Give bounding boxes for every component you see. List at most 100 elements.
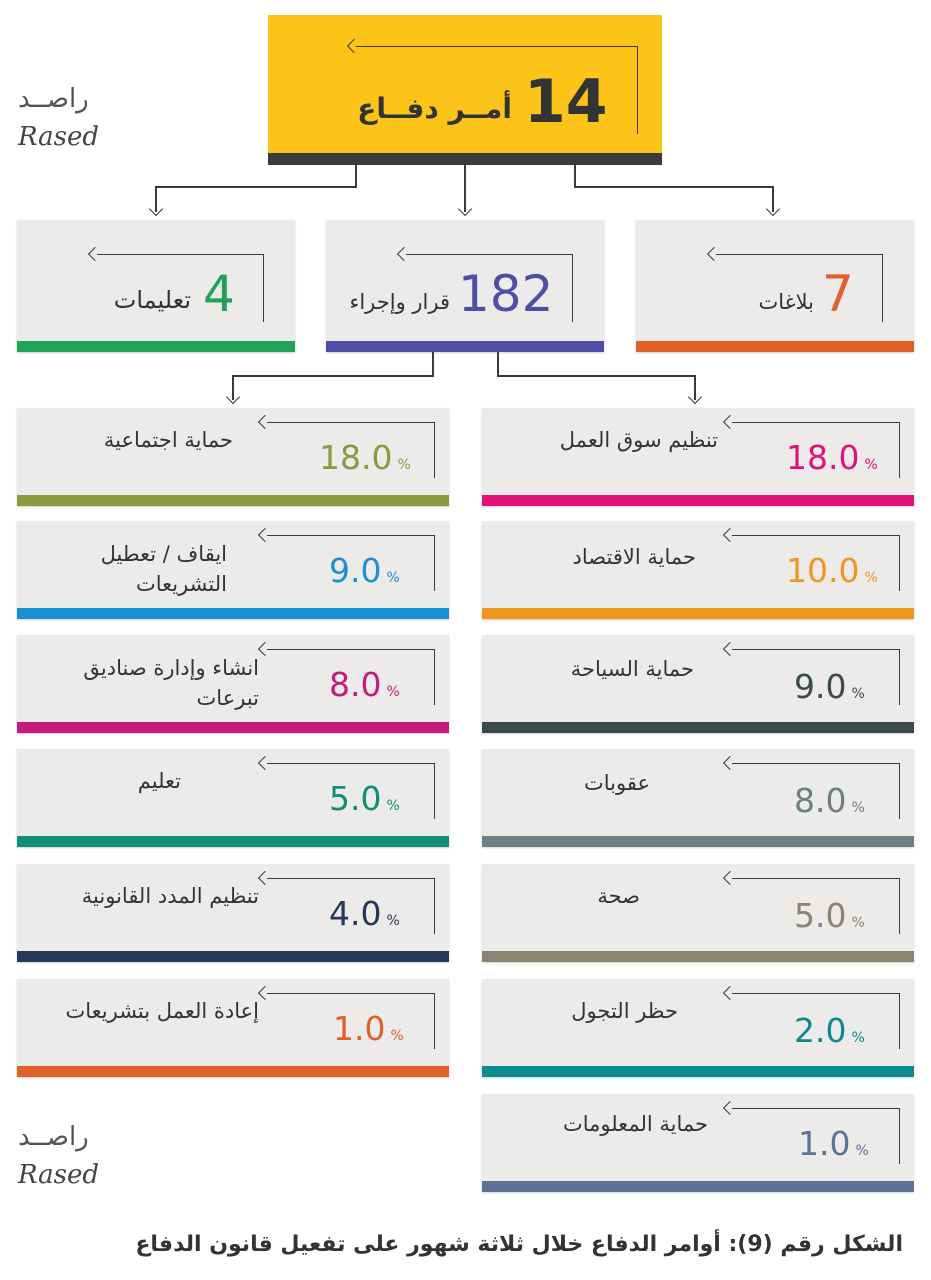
- category-card: انشاء وإدارة صناديق تبرعات 8.0%: [17, 635, 449, 733]
- connector-line: [574, 165, 576, 187]
- category-value: 8.0%: [329, 665, 400, 704]
- corner-arrow-icon: [257, 527, 435, 591]
- category-label: تنظيم المدد القانونية: [81, 884, 259, 908]
- corner-arrow-icon: [257, 641, 435, 705]
- category-value: 5.0%: [329, 779, 400, 818]
- category-bar: [482, 1181, 914, 1192]
- category-bar: [482, 608, 914, 619]
- category-label: صحة: [597, 884, 640, 908]
- category-value: 2.0%: [794, 1011, 865, 1050]
- category-label: تعليم: [137, 769, 181, 793]
- category-bar: [17, 951, 449, 962]
- category-label: حماية اجتماعية: [103, 428, 233, 452]
- connector-line: [432, 352, 434, 376]
- category-bar: [482, 1066, 914, 1077]
- category-card: تنظيم المدد القانونية 4.0%: [17, 864, 449, 962]
- decisions-box: 182 قرار وإجراء: [326, 220, 604, 352]
- category-label: حماية السياحة: [570, 657, 694, 681]
- corner-arrow-icon: [722, 870, 900, 934]
- decisions-count: 182: [458, 265, 554, 323]
- category-value: 10.0%: [786, 551, 878, 590]
- category-value: 5.0%: [794, 896, 865, 935]
- category-bar: [482, 951, 914, 962]
- category-value: 1.0%: [798, 1124, 869, 1163]
- category-label: ايقاف / تعطيل التشريعات: [100, 542, 227, 596]
- logo-english: Rased: [18, 122, 100, 152]
- notices-box: 7 بلاغات: [636, 220, 914, 352]
- category-value: 9.0%: [794, 667, 865, 706]
- category-value: 9.0%: [329, 551, 400, 590]
- category-label: حظر التجول: [571, 999, 678, 1023]
- category-value: 18.0%: [786, 438, 878, 477]
- corner-arrow-icon: [257, 870, 435, 934]
- category-card: حماية اجتماعية 18.0%: [17, 408, 449, 506]
- defense-orders-count: 14: [524, 67, 608, 137]
- corner-arrow-icon: [722, 527, 900, 591]
- arrow-down-icon: [148, 201, 164, 217]
- connector-line: [497, 375, 696, 377]
- category-card: حماية الاقتصاد 10.0%: [482, 521, 914, 619]
- category-card: ايقاف / تعطيل التشريعات 9.0%: [17, 521, 449, 619]
- corner-arrow-icon: [722, 641, 900, 705]
- corner-arrow-icon: [257, 755, 435, 819]
- category-label: حماية الاقتصاد: [572, 545, 696, 569]
- defense-orders-label: أمــر دفــاع: [357, 92, 512, 125]
- instructions-label: تعليمات: [113, 286, 191, 314]
- instructions-box: 4 تعليمات: [17, 220, 295, 352]
- category-bar: [17, 495, 449, 506]
- decisions-label: قرار وإجراء: [349, 290, 450, 314]
- category-label: عقوبات: [583, 771, 650, 795]
- corner-arrow-icon: [396, 246, 573, 322]
- corner-arrow-icon: [87, 246, 264, 322]
- connector-line: [574, 186, 774, 188]
- category-value: 4.0%: [329, 894, 400, 933]
- corner-arrow-icon: [706, 246, 883, 322]
- category-card: تعليم 5.0%: [17, 749, 449, 847]
- connector-line: [355, 165, 357, 187]
- notices-count: 7: [822, 265, 854, 323]
- logo-arabic: راصــد: [18, 84, 89, 114]
- connector-line: [497, 352, 499, 376]
- category-card: حظر التجول 2.0%: [482, 979, 914, 1077]
- notices-bar: [636, 341, 914, 352]
- category-value: 18.0%: [319, 438, 411, 477]
- category-card: عقوبات 8.0%: [482, 749, 914, 847]
- decisions-bar: [326, 341, 604, 352]
- figure-caption: الشكل رقم (9): أوامر الدفاع خلال ثلاثة ش…: [135, 1232, 903, 1257]
- corner-arrow-icon: [722, 985, 900, 1049]
- defense-orders-bar: [268, 153, 662, 165]
- logo-arabic-bottom: راصــد: [18, 1122, 89, 1152]
- category-value: 8.0%: [794, 781, 865, 820]
- corner-arrow-icon: [722, 414, 900, 478]
- arrow-down-icon: [225, 389, 241, 405]
- notices-label: بلاغات: [758, 290, 814, 314]
- connector-line: [155, 186, 357, 188]
- corner-arrow-icon: [257, 985, 435, 1049]
- connector-line: [232, 375, 234, 400]
- connector-line: [155, 186, 157, 212]
- corner-arrow-icon: [346, 38, 638, 134]
- category-bar: [482, 836, 914, 847]
- category-card: صحة 5.0%: [482, 864, 914, 962]
- category-bar: [482, 495, 914, 506]
- connector-line: [464, 165, 466, 212]
- category-card: إعادة العمل بتشريعات 1.0%: [17, 979, 449, 1077]
- arrow-down-icon: [457, 201, 473, 217]
- category-card: تنظيم سوق العمل 18.0%: [482, 408, 914, 506]
- category-card: حماية السياحة 9.0%: [482, 635, 914, 733]
- corner-arrow-icon: [257, 414, 435, 478]
- arrow-down-icon: [765, 201, 781, 217]
- category-bar: [17, 608, 449, 619]
- category-bar: [17, 836, 449, 847]
- category-bar: [17, 1066, 449, 1077]
- connector-line: [694, 375, 696, 400]
- logo-english-bottom: Rased: [18, 1160, 100, 1190]
- category-label: تنظيم سوق العمل: [559, 428, 718, 452]
- category-card: حماية المعلومات 1.0%: [482, 1094, 914, 1192]
- category-value: 1.0%: [333, 1009, 404, 1048]
- category-label: حماية المعلومات: [562, 1112, 708, 1136]
- corner-arrow-icon: [722, 1100, 900, 1164]
- category-bar: [482, 722, 914, 733]
- arrow-down-icon: [687, 389, 703, 405]
- connector-line: [232, 375, 434, 377]
